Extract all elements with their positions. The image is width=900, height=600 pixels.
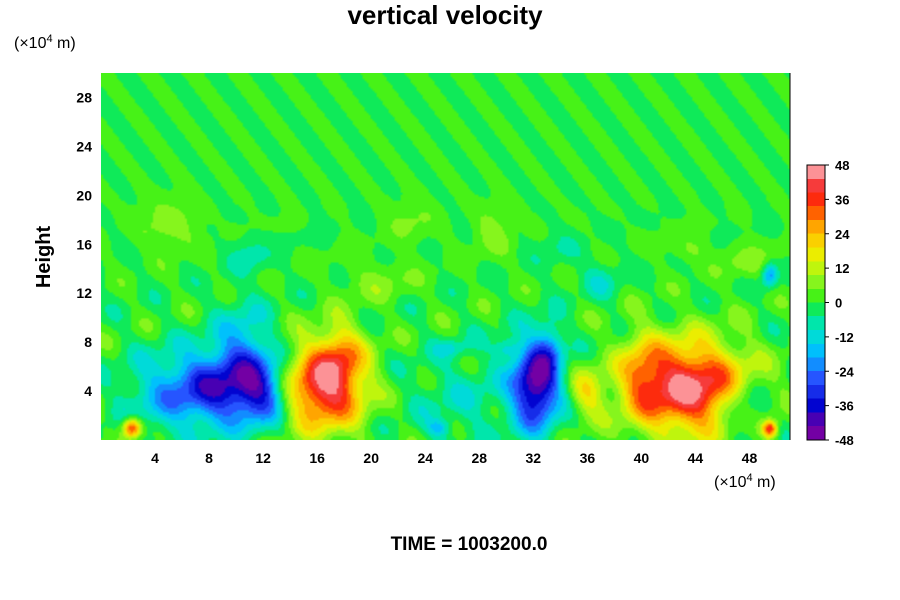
x-tick-label: 28 — [471, 450, 487, 466]
chart-title: vertical velocity — [347, 0, 543, 30]
y-tick-label: 28 — [76, 89, 92, 105]
x-tick-label: 40 — [634, 450, 650, 466]
x-tick-labels: 4 8 12 16 20 24 28 32 36 40 44 48 — [151, 450, 757, 466]
y-tick-label: 16 — [76, 236, 92, 252]
colorbar — [806, 164, 826, 441]
colorbar-tick-label: -36 — [835, 399, 854, 414]
colorbar-tick-label: -24 — [835, 364, 855, 379]
y-tick-labels: 4 8 12 16 20 24 28 — [76, 89, 92, 399]
colorbar-tick-label: 36 — [835, 192, 849, 207]
x-tick-label: 4 — [151, 450, 159, 466]
x-tick-label: 12 — [255, 450, 271, 466]
colorbar-tick-label: 48 — [835, 158, 849, 173]
x-tick-label: 36 — [580, 450, 596, 466]
x-tick-label: 48 — [742, 450, 758, 466]
y-axis-label: Height — [33, 226, 55, 289]
x-tick-label: 32 — [526, 450, 542, 466]
y-tick-label: 8 — [84, 334, 92, 350]
time-label: TIME = 1003200.0 — [391, 534, 548, 555]
x-axis-unit: (×104 m) — [714, 472, 776, 491]
colorbar-tick-labels: 48 36 24 12 0 -12 -24 -36 -48 — [825, 158, 855, 448]
y-tick-label: 12 — [76, 285, 92, 301]
heatmap-field — [101, 73, 790, 440]
y-axis-unit: (×104 m) — [14, 33, 76, 52]
x-tick-label: 44 — [688, 450, 704, 466]
x-tick-label: 20 — [363, 450, 379, 466]
colorbar-tick-label: 12 — [835, 261, 849, 276]
x-tick-label: 16 — [309, 450, 325, 466]
x-tick-label: 8 — [205, 450, 213, 466]
y-tick-label: 24 — [76, 138, 92, 154]
y-tick-label: 20 — [76, 187, 92, 203]
colorbar-tick-label: 0 — [835, 296, 842, 311]
x-tick-label: 24 — [417, 450, 433, 466]
colorbar-tick-label: -48 — [835, 433, 854, 448]
colorbar-tick-label: -12 — [835, 330, 854, 345]
y-tick-label: 4 — [84, 383, 92, 399]
colorbar-tick-label: 24 — [835, 227, 850, 242]
